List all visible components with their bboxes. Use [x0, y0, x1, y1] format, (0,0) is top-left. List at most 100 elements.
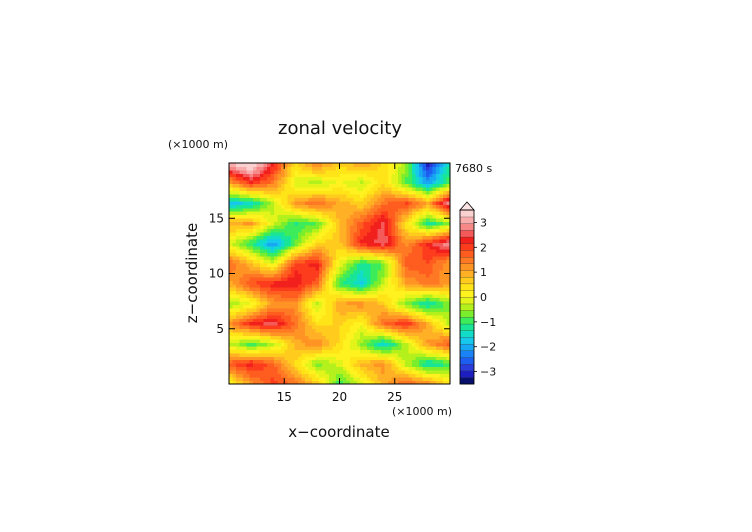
heatmap-cell	[425, 321, 430, 326]
heatmap-cell	[363, 259, 368, 264]
heatmap-cell	[329, 235, 333, 240]
heatmap-cell	[256, 266, 261, 271]
heatmap-cell	[377, 249, 382, 254]
heatmap-cell	[401, 321, 406, 326]
heatmap-cell	[322, 183, 327, 188]
heatmap-cell	[408, 211, 413, 216]
heatmap-cell	[346, 176, 351, 181]
heatmap-cell	[377, 328, 382, 333]
heatmap-cell	[356, 183, 361, 188]
heatmap-cell	[332, 163, 337, 167]
heatmap-cell	[246, 280, 251, 285]
heatmap-cell	[377, 270, 382, 274]
heatmap-cell	[325, 169, 330, 174]
heatmap-cell	[401, 259, 406, 264]
heatmap-cell	[235, 363, 240, 368]
heatmap-cell	[391, 180, 396, 185]
heatmap-cell	[342, 318, 347, 323]
heatmap-cell	[384, 211, 389, 216]
heatmap-cell	[387, 235, 392, 240]
heatmap-cell	[401, 242, 406, 247]
heatmap-cell	[425, 225, 430, 230]
heatmap-cell	[387, 166, 392, 171]
heatmap-cell	[380, 290, 385, 295]
heatmap-cell	[325, 311, 330, 316]
heatmap-cell	[412, 221, 416, 226]
heatmap-cell	[315, 318, 320, 323]
heatmap-cell	[256, 276, 261, 281]
heatmap-cell	[301, 173, 306, 178]
heatmap-cell	[425, 301, 430, 305]
heatmap-cell	[415, 249, 420, 254]
heatmap-cell	[353, 238, 358, 243]
heatmap-cell	[446, 256, 451, 261]
heatmap-cell	[356, 245, 361, 250]
heatmap-cell	[391, 173, 396, 178]
heatmap-cell	[260, 266, 264, 271]
heatmap-cell	[263, 166, 268, 171]
heatmap-cell	[235, 183, 240, 188]
heatmap-cell	[391, 356, 396, 361]
heatmap-cell	[308, 283, 313, 288]
heatmap-cell	[342, 169, 347, 174]
heatmap-cell	[266, 339, 271, 343]
heatmap-cell	[349, 197, 354, 202]
heatmap-cell	[429, 166, 434, 171]
heatmap-cell	[394, 370, 399, 375]
heatmap-cell	[270, 283, 275, 288]
heatmap-cell	[415, 321, 420, 326]
heatmap-cell	[256, 218, 261, 223]
heatmap-cell	[229, 290, 233, 295]
heatmap-cell	[253, 314, 258, 319]
heatmap-cell	[353, 194, 358, 198]
heatmap-cell	[356, 270, 361, 274]
heatmap-cell	[232, 349, 237, 354]
heatmap-cell	[443, 290, 447, 295]
heatmap-cell	[287, 342, 292, 347]
heatmap-cell	[398, 249, 403, 254]
heatmap-cell	[298, 218, 302, 223]
heatmap-cell	[360, 204, 365, 209]
heatmap-cell	[377, 314, 382, 319]
heatmap-cell	[432, 173, 437, 178]
heatmap-cell	[318, 373, 323, 378]
heatmap-cell	[401, 232, 406, 236]
heatmap-cell	[439, 377, 444, 381]
heatmap-cell	[287, 352, 292, 357]
heatmap-cell	[242, 380, 247, 385]
heatmap-cell	[235, 228, 240, 233]
colorbar-swatch	[459, 363, 475, 372]
heatmap-cell	[380, 318, 385, 323]
heatmap-cell	[291, 280, 296, 285]
heatmap-cell	[391, 321, 396, 326]
heatmap-cell	[418, 211, 423, 216]
heatmap-cell	[380, 235, 385, 240]
heatmap-cell	[384, 328, 389, 333]
heatmap-cell	[315, 273, 320, 278]
heatmap-cell	[304, 218, 309, 223]
heatmap-cell	[336, 380, 340, 385]
heatmap-cell	[253, 214, 258, 219]
heatmap-cell	[432, 301, 437, 305]
heatmap-cell	[239, 370, 244, 375]
heatmap-cell	[349, 204, 354, 209]
heatmap-cell	[380, 297, 385, 302]
heatmap-cell	[353, 204, 358, 209]
heatmap-cell	[391, 204, 396, 209]
heatmap-cell	[280, 290, 285, 295]
heatmap-cell	[270, 200, 275, 205]
heatmap-cell	[291, 276, 296, 281]
heatmap-cell	[308, 204, 313, 209]
heatmap-cell	[277, 211, 282, 216]
heatmap-cell	[332, 363, 337, 368]
heatmap-cell	[349, 352, 354, 357]
heatmap-cell	[304, 359, 309, 364]
heatmap-cell	[242, 321, 247, 326]
heatmap-cell	[439, 204, 444, 209]
heatmap-cell	[342, 325, 347, 330]
heatmap-cell	[287, 301, 292, 305]
heatmap-cell	[384, 304, 389, 309]
heatmap-cell	[412, 359, 416, 364]
heatmap-cell	[332, 180, 337, 185]
heatmap-cell	[232, 363, 237, 368]
